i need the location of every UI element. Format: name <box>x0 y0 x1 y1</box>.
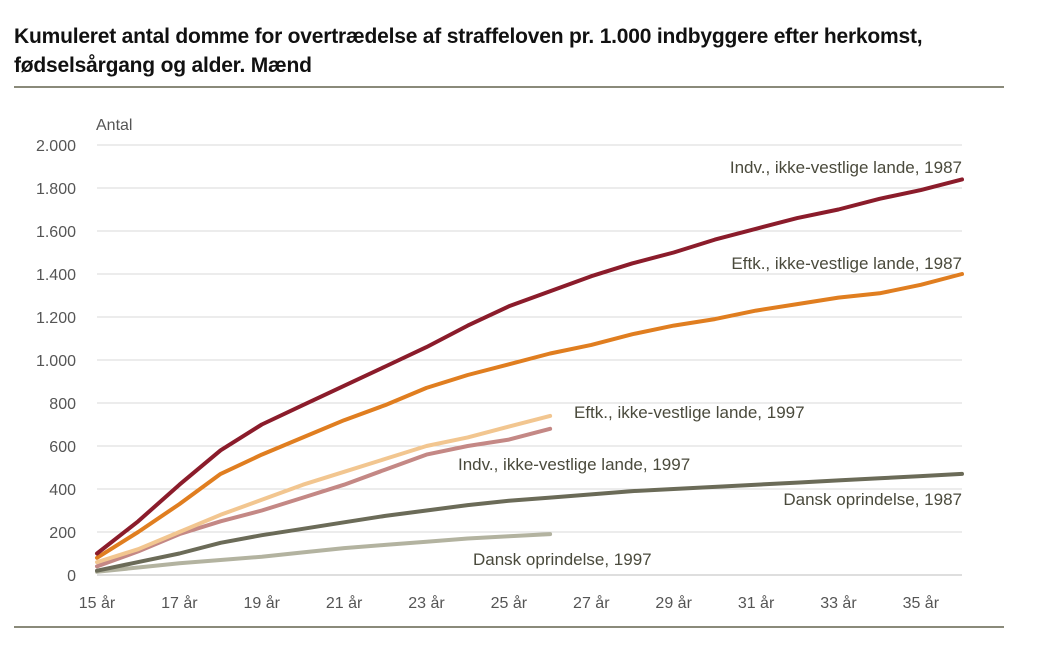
y-axis-label: Antal <box>96 117 132 134</box>
x-tick-label: 19 år <box>244 594 281 612</box>
y-tick-label: 1.600 <box>36 224 76 241</box>
series-line-0 <box>95 177 964 556</box>
y-tick-label: 2.000 <box>36 138 76 155</box>
series-label-3: Indv., ikke-vestlige lande, 1997 <box>458 455 690 474</box>
y-tick-label: 400 <box>49 482 76 499</box>
top-divider <box>14 86 1004 88</box>
series-line-2 <box>95 413 553 565</box>
x-tick-label: 33 år <box>820 594 857 612</box>
x-tick-label: 15 år <box>79 594 116 612</box>
x-tick-label: 35 år <box>903 594 940 612</box>
y-tick-label: 1.400 <box>36 267 76 284</box>
x-tick-label: 27 år <box>573 594 610 612</box>
x-tick-label: 25 år <box>491 594 528 612</box>
chart-title: Kumuleret antal domme for overtrædelse a… <box>14 22 1014 80</box>
y-tick-label: 800 <box>49 396 76 413</box>
y-tick-label: 1.200 <box>36 310 76 327</box>
series-label-0: Indv., ikke-vestlige lande, 1987 <box>730 158 962 177</box>
x-tick-label: 21 år <box>326 594 363 612</box>
y-tick-label: 200 <box>49 525 76 542</box>
series-line-4 <box>95 471 964 573</box>
series-line-5 <box>95 532 553 574</box>
y-tick-label: 0 <box>67 568 76 585</box>
series-label-4: Dansk oprindelse, 1987 <box>783 490 962 509</box>
x-tick-label: 31 år <box>738 594 775 612</box>
x-tick-label: 17 år <box>161 594 198 612</box>
chart-title-line-1: Kumuleret antal domme for overtrædelse a… <box>14 25 923 48</box>
series-label-1: Eftk., ikke-vestlige lande, 1987 <box>731 254 962 273</box>
x-tick-label: 23 år <box>408 594 445 612</box>
y-tick-label: 600 <box>49 439 76 456</box>
bottom-divider <box>14 626 1004 628</box>
chart-title-line-2: fødselsårgang og alder. Mænd <box>14 54 312 77</box>
x-tick-label: 29 år <box>655 594 692 612</box>
y-tick-label: 1.000 <box>36 353 76 370</box>
series-label-5: Dansk oprindelse, 1997 <box>473 550 652 569</box>
series-label-2: Eftk., ikke-vestlige lande, 1997 <box>574 403 805 422</box>
y-tick-label: 1.800 <box>36 181 76 198</box>
series-line-1 <box>95 272 964 560</box>
